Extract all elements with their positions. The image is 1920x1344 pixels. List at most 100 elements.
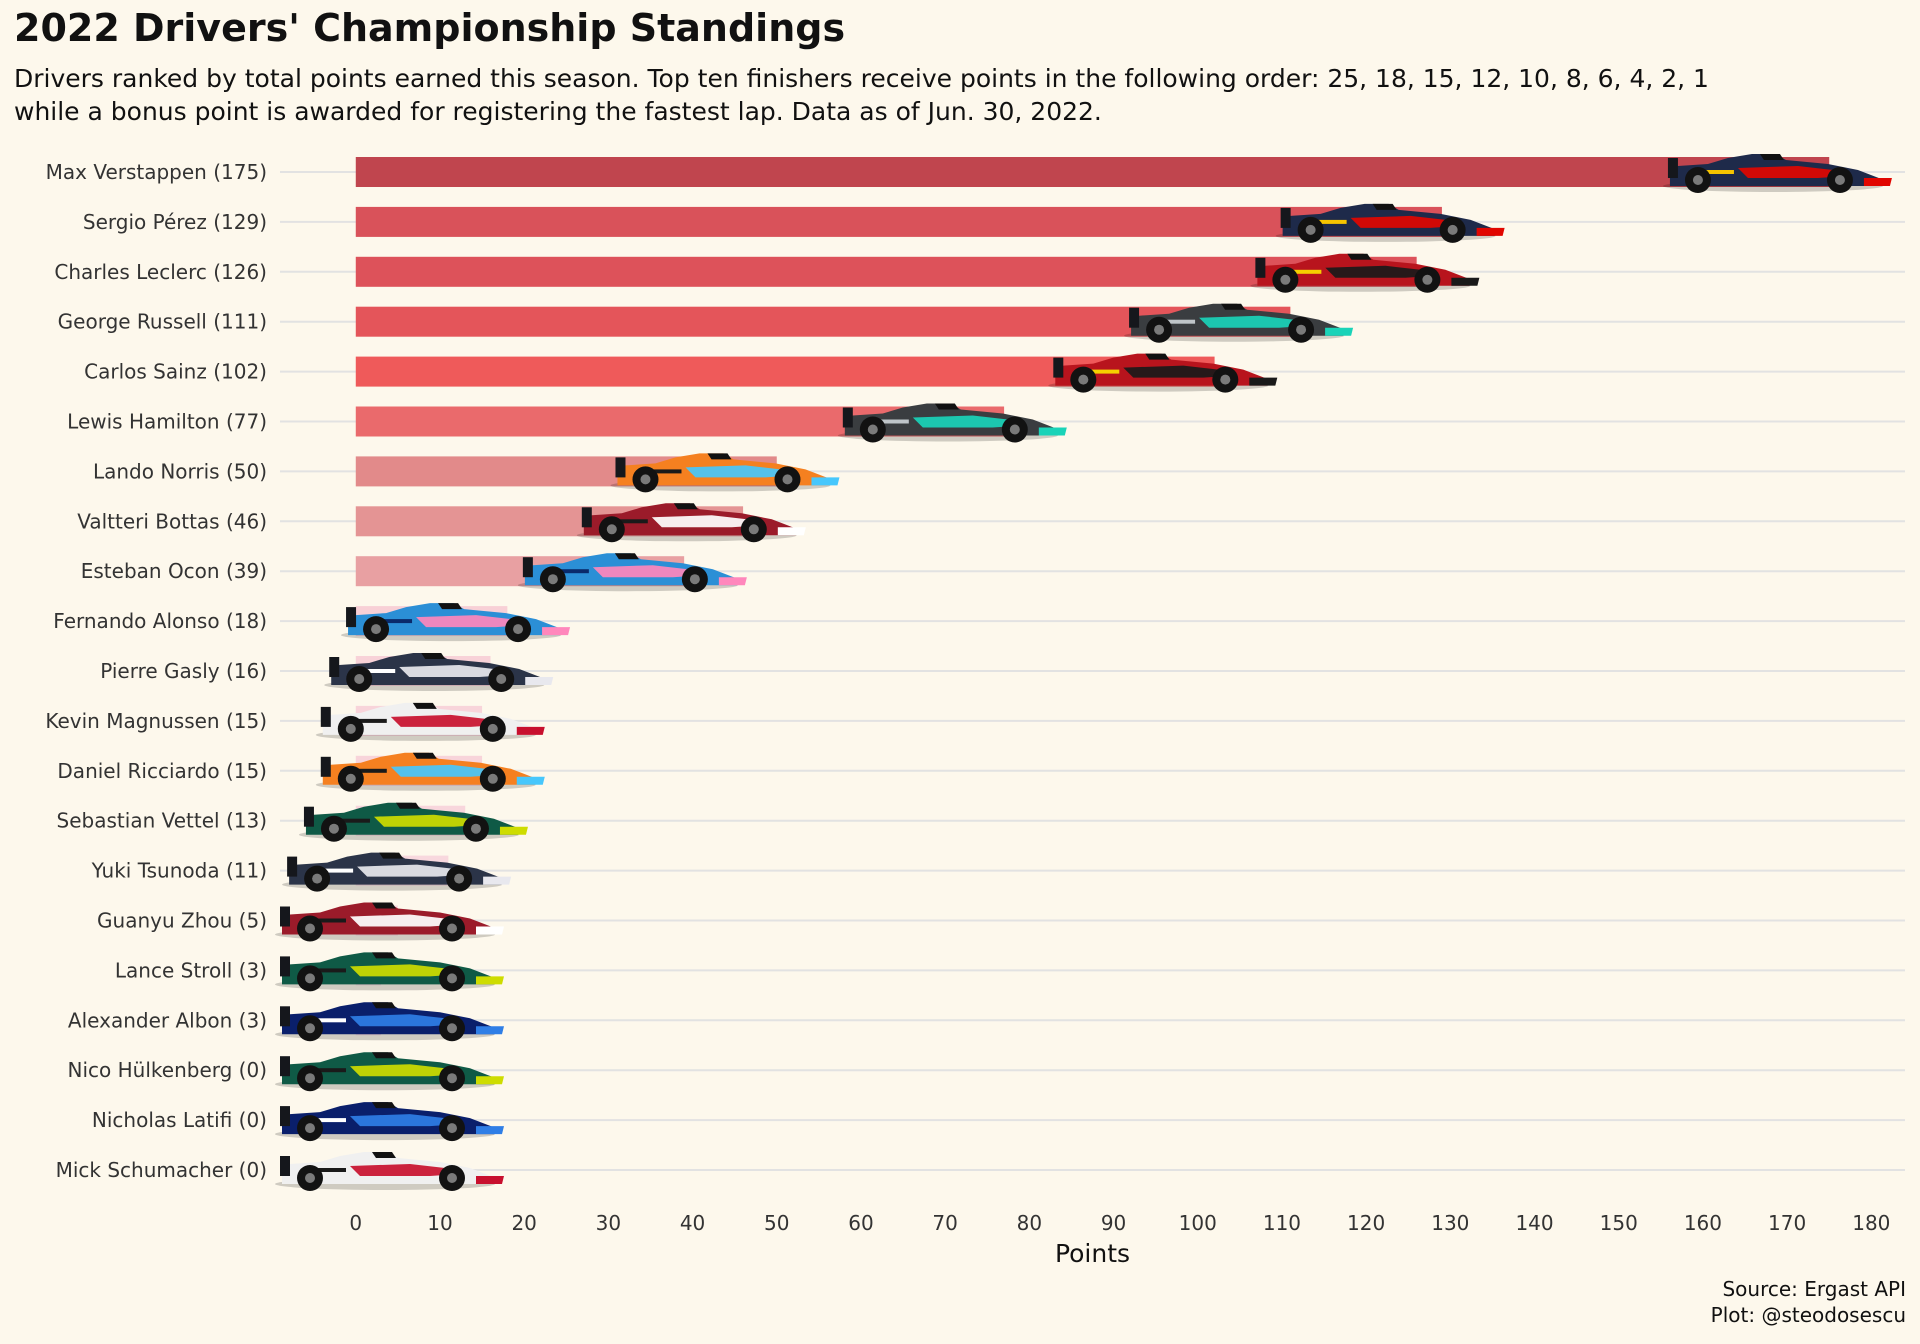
x-tick-label: 70 — [932, 1211, 957, 1235]
car-wheel-hub — [1154, 324, 1165, 335]
car-front-wing — [1325, 327, 1354, 336]
car-sidepod — [373, 814, 484, 827]
car-wheel-hub — [1296, 324, 1307, 335]
y-tick-label: George Russell (111) — [58, 310, 267, 334]
car-wheel-hub — [487, 773, 498, 784]
car-sidepod — [399, 665, 510, 677]
car-stripe — [310, 1118, 346, 1123]
car-wheel-hub — [447, 923, 457, 934]
car-wheel-hub — [1220, 374, 1231, 385]
car-wheel-hub — [782, 474, 793, 485]
car-wheel-hub — [496, 674, 507, 684]
car-halo — [421, 653, 446, 659]
x-tick-label: 100 — [1179, 1211, 1217, 1235]
car-front-wing — [1249, 377, 1278, 386]
car-rear-wing — [842, 407, 853, 428]
car-sidepod — [390, 714, 501, 727]
car-wheel-hub — [689, 574, 700, 585]
car-wheel-hub — [1447, 224, 1458, 235]
car-front-wing — [1451, 277, 1480, 286]
car-wheel-hub — [305, 1173, 315, 1183]
car-front-wing — [476, 1076, 504, 1085]
mercedes-car-icon — [1124, 303, 1354, 343]
car-halo — [372, 952, 396, 959]
x-tick-label: 60 — [848, 1211, 873, 1235]
y-tick-label: Kevin Magnussen (15) — [45, 709, 267, 733]
car-halo — [1759, 154, 1784, 160]
aston-martin-car-icon — [275, 952, 504, 992]
car-rear-wing — [615, 457, 626, 478]
chart-title: 2022 Drivers' Championship Standings — [14, 6, 846, 50]
car-wheel-hub — [305, 1023, 315, 1034]
car-rear-wing — [329, 657, 340, 677]
car-front-wing — [718, 577, 747, 586]
car-front-wing — [476, 1126, 504, 1135]
y-tick-label: Sebastian Vettel (13) — [57, 809, 267, 833]
car-wheel-hub — [305, 923, 315, 934]
car-stripe — [350, 718, 387, 723]
car-halo — [372, 1102, 396, 1109]
car-stripe — [310, 1068, 346, 1073]
x-tick-label: 140 — [1515, 1211, 1553, 1235]
car-stripe — [359, 669, 396, 673]
car-wheel-hub — [312, 873, 323, 884]
car-sidepod — [350, 1064, 460, 1077]
alfa-romeo-car-icon — [275, 902, 504, 942]
x-tick-label: 30 — [596, 1211, 621, 1235]
caption: Source: Ergast API Plot: @steodosescu — [1711, 1276, 1906, 1328]
car-front-wing — [1863, 178, 1892, 186]
x-tick-label: 10 — [427, 1211, 452, 1235]
car-halo — [372, 1002, 396, 1009]
car-rear-wing — [522, 557, 533, 578]
car-rear-wing — [581, 507, 592, 528]
car-wheel-hub — [640, 474, 651, 485]
bar — [355, 157, 1830, 187]
bar — [355, 206, 1442, 237]
x-tick-label: 120 — [1347, 1211, 1385, 1235]
car-wheel-hub — [345, 773, 356, 784]
car-stripe — [1697, 170, 1734, 174]
car-stripe — [310, 918, 346, 923]
car-halo — [1145, 353, 1170, 360]
car-rear-wing — [280, 906, 290, 927]
car-stripe — [333, 818, 370, 823]
car-halo — [438, 603, 463, 610]
car-wheel-hub — [1834, 175, 1845, 185]
car-halo — [372, 1052, 396, 1059]
x-tick-label: 160 — [1684, 1211, 1722, 1235]
car-sidepod — [350, 964, 460, 977]
car-wheel-hub — [513, 624, 524, 635]
car-front-wing — [476, 1176, 504, 1184]
car-sidepod — [1325, 265, 1436, 278]
car-halo — [1347, 253, 1372, 260]
car-front-wing — [542, 627, 571, 636]
car-sidepod — [416, 615, 527, 628]
car-sidepod — [390, 764, 501, 777]
car-stripe — [317, 868, 354, 873]
x-tick-label: 170 — [1768, 1211, 1806, 1235]
car-rear-wing — [1053, 357, 1064, 378]
alpine-car-icon — [341, 603, 571, 643]
car-front-wing — [499, 826, 528, 835]
car-rear-wing — [280, 956, 290, 977]
y-tick-label: Charles Leclerc (126) — [54, 260, 267, 284]
plot-credit: Plot: @steodosescu — [1710, 1303, 1906, 1327]
chart-subtitle: Drivers ranked by total points earned th… — [14, 64, 1709, 126]
car-halo — [412, 752, 437, 759]
car-rear-wing — [287, 856, 298, 877]
car-wheel-hub — [328, 823, 339, 834]
car-stripe — [552, 569, 589, 574]
car-wheel-hub — [354, 674, 365, 684]
car-wheel-hub — [305, 973, 315, 984]
car-sidepod — [1199, 315, 1310, 328]
y-tick-label: Nicholas Latifi (0) — [92, 1108, 267, 1132]
y-axis-labels: Max Verstappen (175) Sergio Pérez (129) Ch… — [45, 160, 267, 1182]
car-halo — [412, 702, 437, 709]
car-wheel-hub — [447, 1123, 457, 1134]
car-stripe — [1083, 369, 1120, 374]
car-wheel-hub — [345, 723, 356, 734]
car-wheel-hub — [447, 973, 457, 984]
haas-car-icon — [315, 702, 545, 742]
y-tick-label: Lance Stroll (3) — [115, 958, 267, 982]
source-credit: Source: Ergast API — [1722, 1277, 1906, 1301]
